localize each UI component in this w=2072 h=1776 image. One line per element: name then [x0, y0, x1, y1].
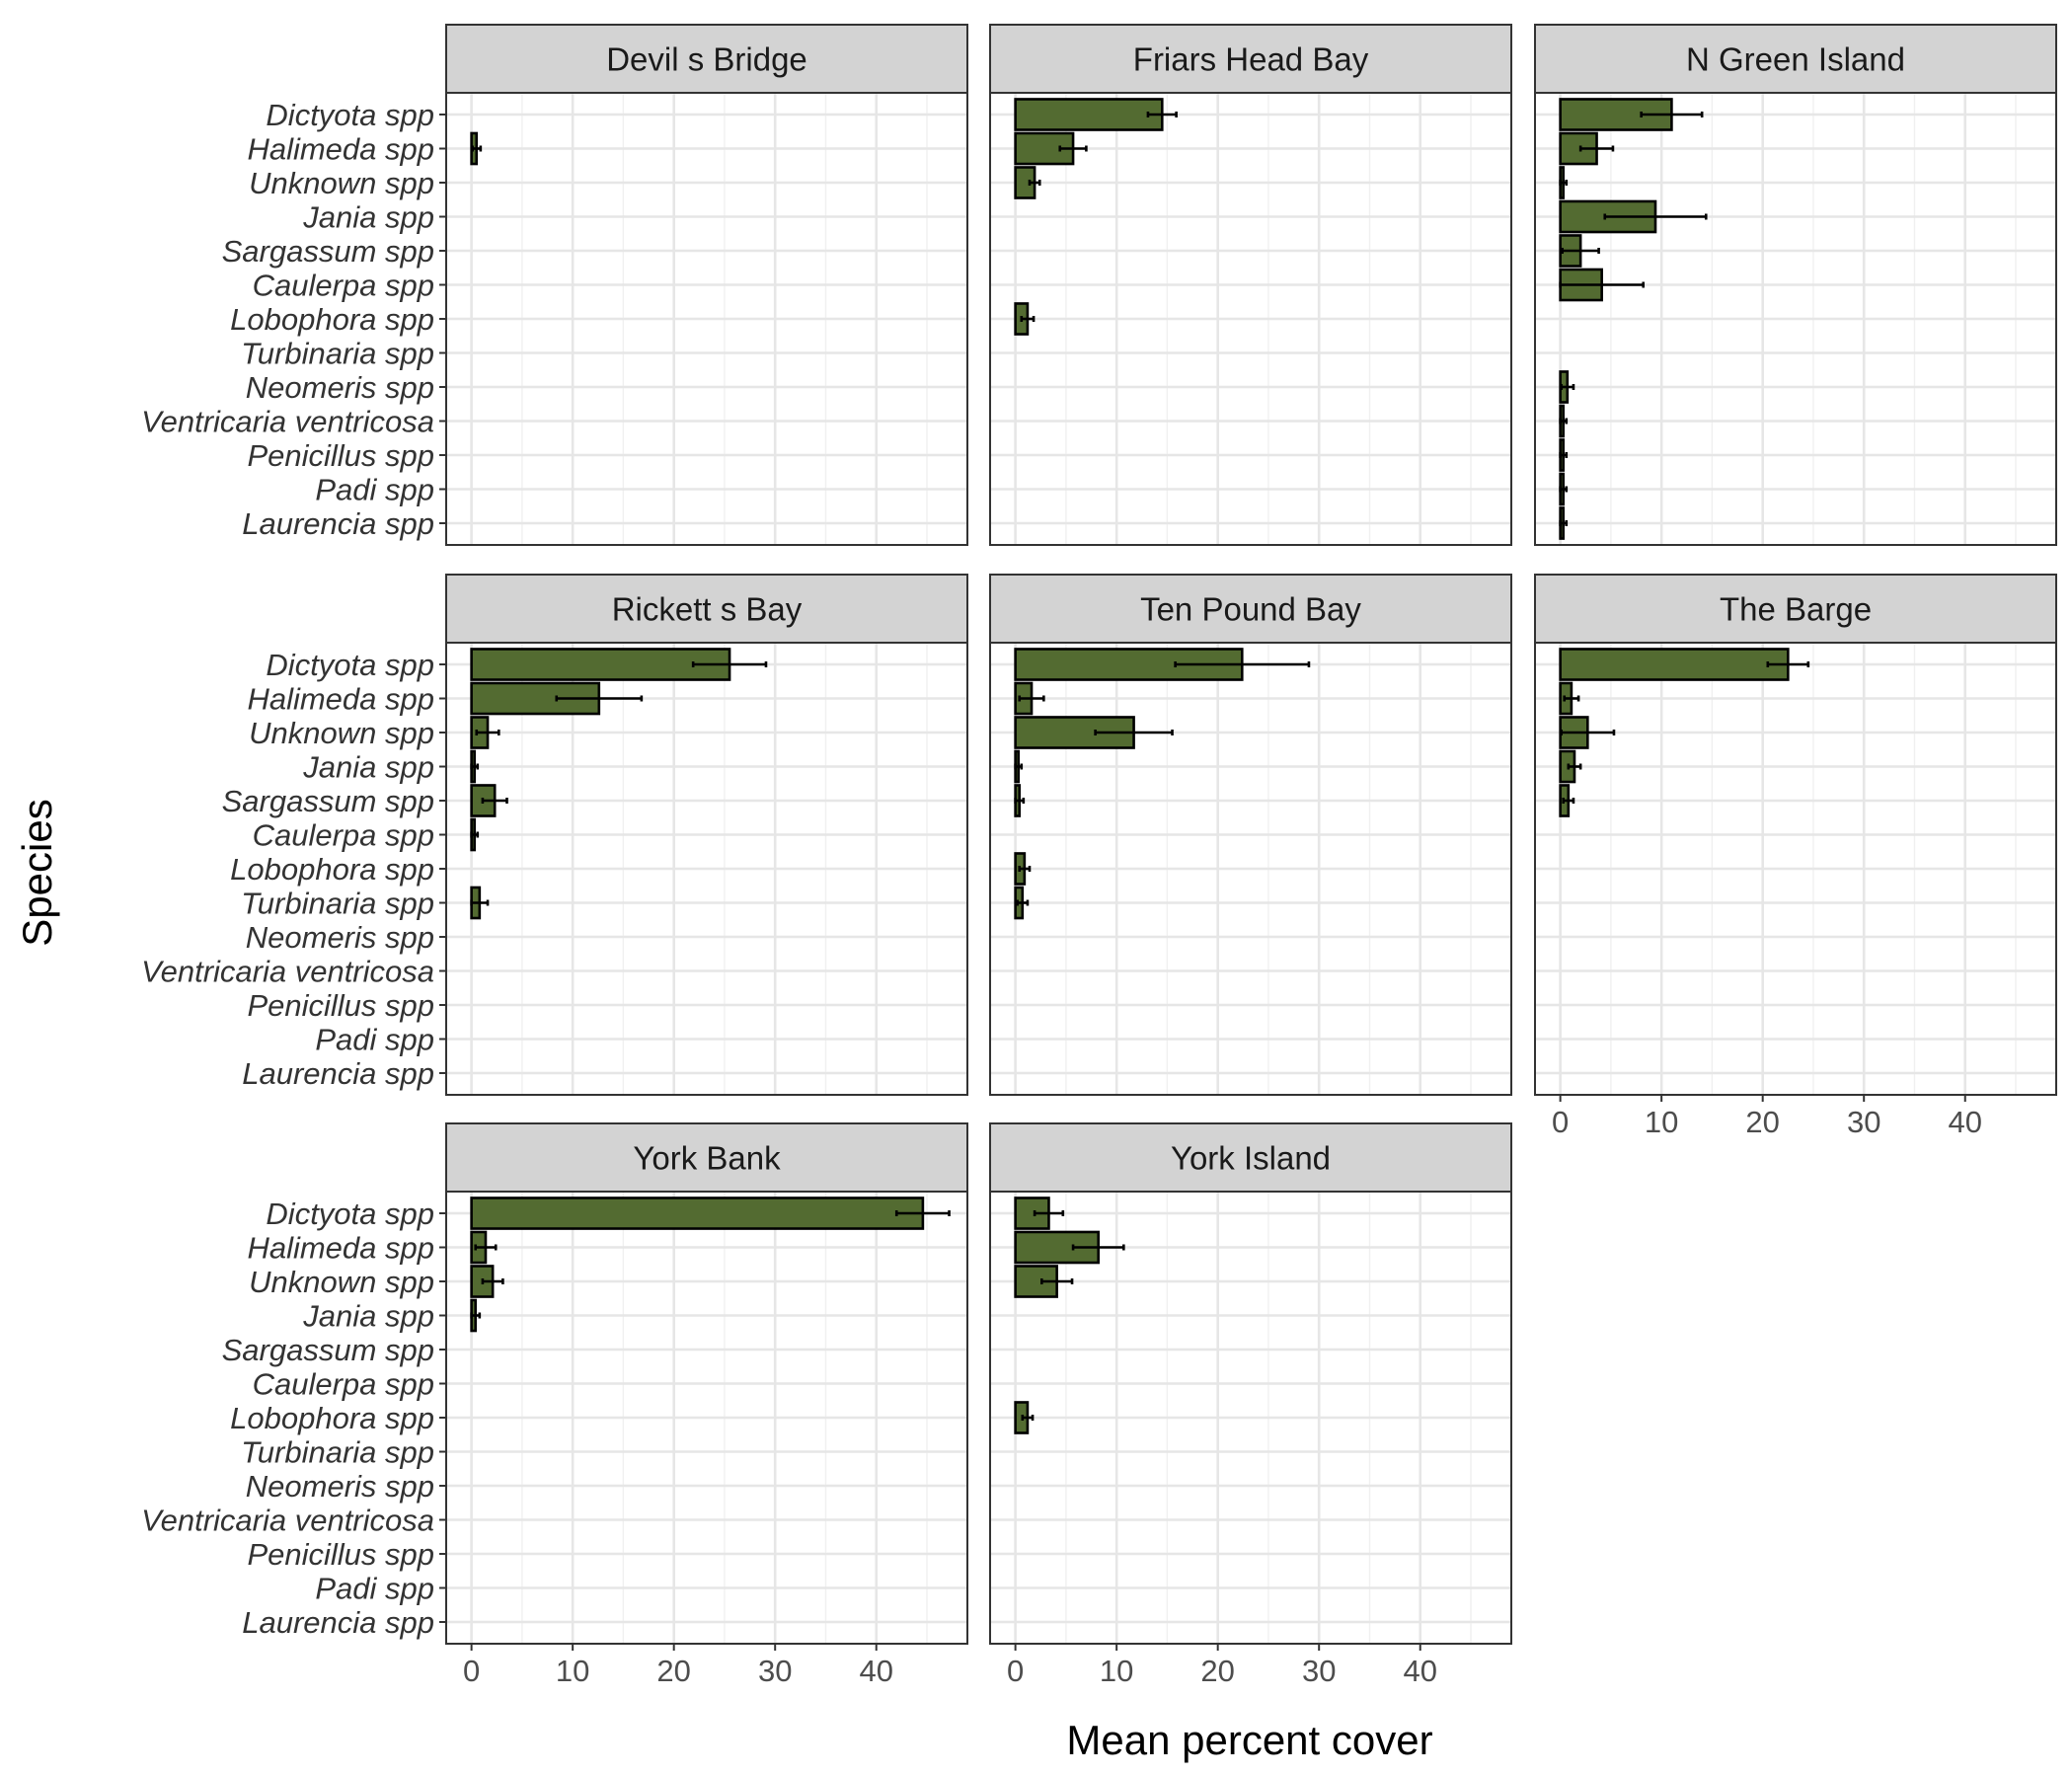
y-tick-label: Dictyota spp — [266, 1197, 434, 1231]
y-tick-label: Padi spp — [315, 1572, 434, 1606]
y-tick-label: Ventricaria ventricosa — [141, 405, 434, 439]
x-tick-label: 40 — [1948, 1105, 1981, 1139]
y-tick-label: Neomeris spp — [246, 370, 434, 405]
y-tick-label: Lobophora spp — [230, 302, 434, 337]
y-tick-label: Ventricaria ventricosa — [141, 955, 434, 989]
y-tick-label: Jania spp — [302, 750, 434, 785]
x-tick-label: 30 — [758, 1654, 792, 1688]
bar — [470, 1197, 925, 1230]
y-tick-label: Sargassum spp — [222, 1333, 434, 1367]
panel-border — [989, 642, 1512, 1096]
panel-border — [1534, 92, 2057, 546]
x-tick-label: 30 — [1847, 1105, 1880, 1139]
strip-background — [445, 574, 968, 644]
strip-background — [989, 574, 1512, 644]
y-tick-label: Dictyota spp — [266, 648, 434, 682]
y-axis-title: Species — [14, 799, 60, 946]
panel-border — [989, 92, 1512, 546]
bar — [470, 648, 731, 681]
x-tick-label: 30 — [1302, 1654, 1336, 1688]
x-tick-label: 20 — [1200, 1654, 1234, 1688]
x-tick-label: 10 — [1100, 1654, 1133, 1688]
panel-border — [989, 1191, 1512, 1645]
y-tick-label: Unknown spp — [249, 716, 434, 750]
strip-label: N Green Island — [1686, 41, 1905, 78]
x-tick-label: 20 — [656, 1654, 690, 1688]
x-axis-title: Mean percent cover — [1066, 1717, 1432, 1763]
panel-york-island: York Island 0 10 20 30 40 — [989, 1122, 1512, 1688]
bar — [1559, 648, 1790, 681]
y-tick-label: Neomeris spp — [246, 920, 434, 955]
y-tick-label: Turbinaria spp — [241, 887, 434, 921]
y-tick-label: Turbinaria spp — [241, 337, 434, 371]
y-tick-label: Sargassum spp — [222, 234, 434, 269]
y-tick-label: Halimeda spp — [247, 1231, 434, 1266]
y-tick-label: Caulerpa spp — [253, 269, 434, 303]
strip-label: York Island — [1171, 1140, 1331, 1177]
x-tick-label: 10 — [1645, 1105, 1678, 1139]
x-tick-label: 40 — [859, 1654, 892, 1688]
y-tick-label: Ventricaria ventricosa — [141, 1504, 434, 1538]
x-tick-label: 0 — [1552, 1105, 1569, 1139]
y-tick-label: Sargassum spp — [222, 784, 434, 818]
y-tick-label: Padi spp — [315, 1023, 434, 1057]
y-tick-label: Penicillus spp — [247, 438, 434, 473]
y-tick-label: Unknown spp — [249, 1265, 434, 1299]
strip-label: Ten Pound Bay — [1140, 591, 1361, 628]
y-tick-label: Jania spp — [302, 1299, 434, 1334]
bar — [1014, 98, 1164, 131]
x-tick-label: 20 — [1745, 1105, 1779, 1139]
y-tick-label: Halimeda spp — [247, 682, 434, 717]
y-tick-label: Turbinaria spp — [241, 1435, 434, 1470]
panel-n-green-island: N Green Island — [1534, 24, 2057, 546]
x-tick-label: 0 — [1007, 1654, 1024, 1688]
y-tick-label: Penicillus spp — [247, 988, 434, 1023]
y-tick-label: Padi spp — [315, 473, 434, 507]
y-tick-label: Laurencia spp — [242, 1056, 434, 1091]
strip-label: York Bank — [633, 1140, 781, 1177]
y-tick-label: Lobophora spp — [230, 1401, 434, 1435]
bar — [1559, 199, 1657, 234]
strip-label: The Barge — [1720, 591, 1872, 628]
panel-ten-pound-bay: Ten Pound Bay — [989, 574, 1512, 1096]
y-tick-label: Unknown spp — [249, 166, 434, 200]
y-tick-label: Penicillus spp — [247, 1537, 434, 1572]
y-tick-label: Neomeris spp — [246, 1469, 434, 1504]
y-tick-label: Dictyota spp — [266, 98, 434, 132]
x-tick-label: 10 — [556, 1654, 589, 1688]
y-tick-label: Caulerpa spp — [253, 818, 434, 853]
panel-the-barge: The Barge 0 10 20 30 40 — [1534, 574, 2057, 1139]
strip-background — [1534, 24, 2057, 94]
y-tick-label: Jania spp — [302, 200, 434, 235]
panel-friars-head-bay: Friars Head Bay — [989, 24, 1512, 546]
strip-background — [989, 1122, 1512, 1193]
y-tick-label: Laurencia spp — [242, 1605, 434, 1640]
x-tick-label: 40 — [1403, 1654, 1436, 1688]
strip-label: Rickett s Bay — [612, 591, 803, 628]
y-tick-label: Laurencia spp — [242, 506, 434, 541]
strip-background — [445, 24, 968, 94]
y-tick-label: Caulerpa spp — [253, 1367, 434, 1402]
y-tick-label: Lobophora spp — [230, 852, 434, 887]
strip-background — [1534, 574, 2057, 644]
y-tick-label: Halimeda spp — [247, 132, 434, 167]
strip-label: Devil s Bridge — [606, 41, 807, 78]
strip-label: Friars Head Bay — [1133, 41, 1369, 78]
panel-border — [1534, 642, 2057, 1096]
x-tick-label: 0 — [463, 1654, 480, 1688]
